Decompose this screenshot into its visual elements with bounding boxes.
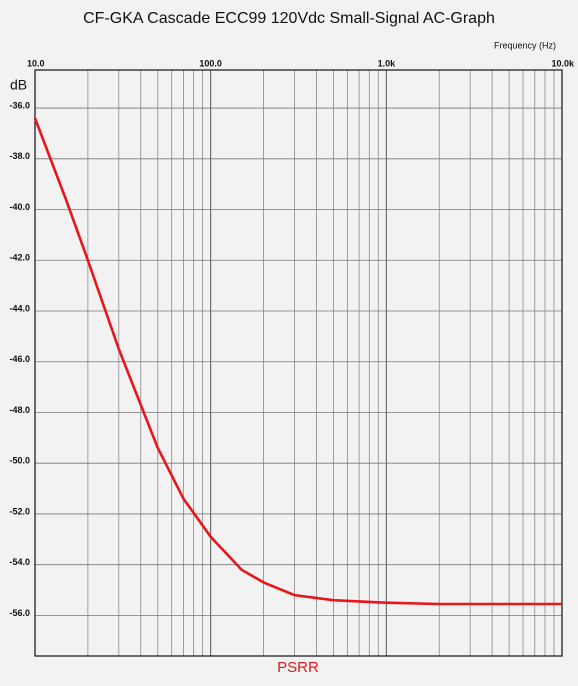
- y-tick-label: -50.0: [9, 456, 30, 466]
- y-tick-label: -54.0: [9, 557, 30, 567]
- x-tick-label: 100.0: [199, 58, 222, 68]
- y-tick-label: -56.0: [9, 608, 30, 618]
- y-tick-label: -44.0: [9, 303, 30, 313]
- y-tick-label: -38.0: [9, 151, 30, 161]
- y-tick-label: -46.0: [9, 354, 30, 364]
- y-axis-label: dB: [10, 77, 27, 93]
- y-tick-label: -36.0: [9, 100, 30, 110]
- chart-title: CF-GKA Cascade ECC99 120Vdc Small-Signal…: [83, 10, 495, 27]
- x-axis-label: Frequency (Hz): [494, 40, 556, 50]
- y-tick-label: -48.0: [9, 405, 30, 415]
- x-tick-label: 10.0: [27, 58, 45, 68]
- x-tick-label: 1.0k: [378, 58, 397, 68]
- x-tick-label: 10.0k: [551, 58, 575, 68]
- y-tick-label: -40.0: [9, 202, 30, 212]
- line-series: [33, 117, 562, 606]
- legend-label: PSRR: [277, 659, 319, 676]
- plot-border: [34, 69, 563, 657]
- plot-area: [35, 70, 562, 656]
- y-tick-label: -52.0: [9, 506, 30, 516]
- y-tick-label: -42.0: [9, 253, 30, 263]
